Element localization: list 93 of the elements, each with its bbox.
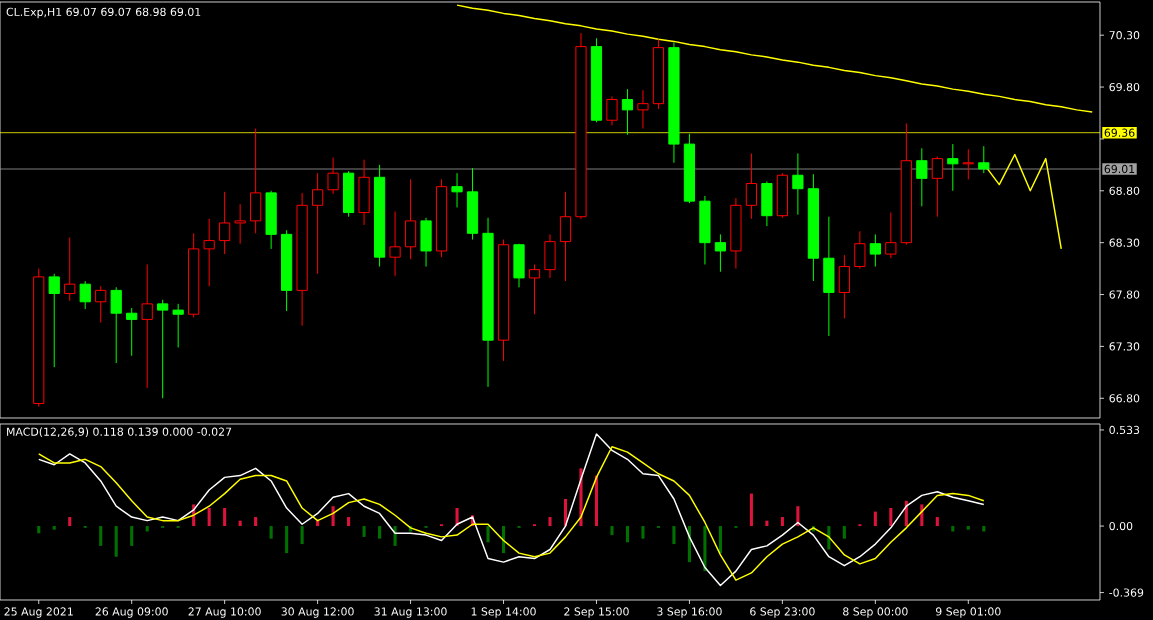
bar bbox=[966, 526, 970, 530]
candlestick bbox=[219, 191, 231, 255]
candlestick bbox=[745, 152, 758, 220]
bar bbox=[254, 517, 258, 527]
candlestick bbox=[854, 230, 866, 270]
y-tick-label: 66.80 bbox=[1109, 394, 1140, 403]
bar bbox=[285, 526, 289, 554]
candlestick bbox=[916, 147, 928, 207]
candlestick bbox=[95, 285, 107, 324]
y-tick-label: 68.80 bbox=[1109, 186, 1140, 195]
y-tick-label: 0.00 bbox=[1109, 521, 1133, 531]
bar bbox=[672, 526, 676, 545]
x-tick-label: 25 Aug 2021 bbox=[4, 607, 73, 618]
bar bbox=[486, 526, 490, 543]
bar bbox=[378, 526, 382, 539]
x-tick-label: 30 Aug 12:00 bbox=[281, 607, 354, 618]
candlestick bbox=[126, 307, 138, 357]
candlestick bbox=[203, 218, 215, 287]
bar bbox=[207, 508, 211, 527]
x-tick-label: 27 Aug 10:00 bbox=[188, 607, 261, 618]
bar bbox=[780, 517, 784, 527]
candlestick bbox=[962, 148, 974, 180]
bar bbox=[68, 517, 72, 527]
bar bbox=[99, 526, 103, 546]
candlestick bbox=[931, 156, 943, 218]
candlestick bbox=[234, 203, 246, 245]
bar bbox=[130, 526, 134, 546]
bar bbox=[223, 508, 227, 527]
y-tick-label: 67.80 bbox=[1109, 290, 1140, 299]
bar bbox=[641, 526, 645, 539]
bar bbox=[331, 506, 335, 527]
candlestick bbox=[172, 303, 184, 348]
y-tick-label: 67.30 bbox=[1109, 342, 1140, 351]
x-tick-label: 2 Sep 15:00 bbox=[564, 607, 629, 618]
bar bbox=[594, 475, 599, 527]
bar bbox=[718, 526, 722, 554]
candlestick bbox=[327, 157, 339, 195]
y-tick-label: 70.30 bbox=[1109, 31, 1140, 40]
bar bbox=[347, 517, 351, 527]
x-tick-label: 31 Aug 13:00 bbox=[374, 607, 447, 618]
candlestick bbox=[141, 263, 153, 389]
text: CL.Exp,H1 69.07 69.07 68.98 69.01 bbox=[6, 7, 201, 19]
bar bbox=[548, 517, 552, 527]
candlestick bbox=[451, 172, 463, 208]
candlestick bbox=[978, 145, 990, 174]
candlestick bbox=[621, 88, 634, 136]
candlestick bbox=[311, 172, 324, 275]
bar bbox=[625, 526, 630, 543]
candlestick bbox=[110, 286, 122, 364]
bar bbox=[362, 526, 366, 537]
bar bbox=[935, 517, 939, 527]
line-series bbox=[456, 4, 1093, 113]
x-tick-label: 8 Sep 00:00 bbox=[843, 607, 908, 618]
y-tick-label: 69.80 bbox=[1109, 82, 1140, 92]
x-tick-label: 26 Aug 09:00 bbox=[95, 607, 168, 618]
bar bbox=[703, 526, 707, 572]
y-tick-label: 68.30 bbox=[1109, 238, 1140, 247]
bar bbox=[393, 526, 397, 546]
x-tick-label: 6 Sep 23:00 bbox=[750, 607, 815, 618]
candlestick bbox=[79, 280, 91, 310]
candlestick bbox=[528, 263, 541, 315]
bar bbox=[873, 511, 877, 527]
bar bbox=[920, 504, 924, 527]
bar bbox=[749, 493, 753, 527]
candlestick bbox=[157, 299, 169, 399]
candlestick bbox=[48, 273, 60, 368]
bar bbox=[842, 526, 846, 539]
bar bbox=[300, 526, 304, 545]
bar bbox=[796, 506, 800, 527]
candlestick bbox=[64, 236, 76, 302]
y-tick-label: 0.533 bbox=[1109, 425, 1140, 435]
bar bbox=[610, 526, 614, 536]
candlestick bbox=[389, 211, 401, 277]
x-tick-label: 3 Sep 16:00 bbox=[657, 607, 722, 618]
bar bbox=[37, 526, 41, 534]
candlestick bbox=[885, 212, 897, 259]
candlestick bbox=[606, 95, 618, 126]
bar bbox=[455, 508, 459, 527]
x-tick-label: 1 Sep 14:00 bbox=[471, 607, 536, 618]
ref-line-label: 69.01 bbox=[1104, 164, 1135, 174]
candlestick bbox=[714, 233, 727, 273]
bar bbox=[114, 526, 118, 557]
chart-title: MACD(12,26,9) 0.118 0.139 0.000 -0.027 bbox=[7, 427, 232, 438]
ref-line-label: 69.36 bbox=[1104, 128, 1135, 137]
bar bbox=[889, 508, 893, 527]
y-tick-label: -0.369 bbox=[1109, 588, 1144, 597]
candlestick bbox=[792, 152, 804, 216]
bar bbox=[269, 526, 273, 539]
x-tick-label: 9 Sep 01:00 bbox=[935, 607, 1001, 618]
candlestick bbox=[869, 233, 881, 268]
candlestick bbox=[947, 143, 959, 192]
bar bbox=[52, 526, 56, 530]
candlestick bbox=[637, 89, 649, 130]
